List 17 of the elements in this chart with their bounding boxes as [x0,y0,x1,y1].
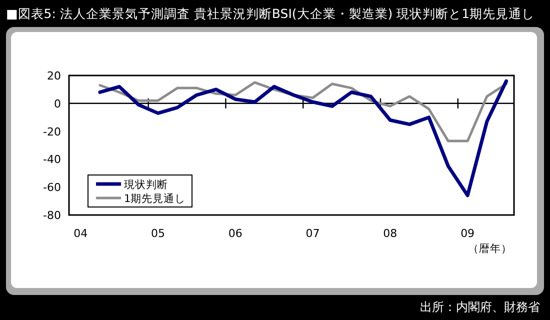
y-tick-label: -40 [43,153,61,166]
y-tick-label: -20 [43,125,61,138]
x-axis-title: （暦年） [468,243,512,255]
x-tick-label: 05 [151,227,165,240]
legend-label: 現状判断 [124,178,168,191]
legend-label: 1期先見通し [124,192,186,205]
y-tick-label: -60 [43,181,61,194]
y-tick-label: 0 [54,97,61,110]
y-tick-label: 20 [47,70,61,82]
x-tick-label: 09 [460,227,475,240]
y-tick-label: -80 [43,209,61,222]
text: 出所：内閣府、財務省 [420,300,540,314]
x-tick-label: 04 [74,227,88,240]
x-tick-label: 08 [383,227,398,240]
x-tick-label: 06 [228,227,242,240]
x-tick-label: 07 [306,227,320,240]
chart-title: ■図表5: 法人企業景気予測調査 貴社景況判断BSI(大企業・製造業) 現状判断と1期先見通し [6,6,535,21]
